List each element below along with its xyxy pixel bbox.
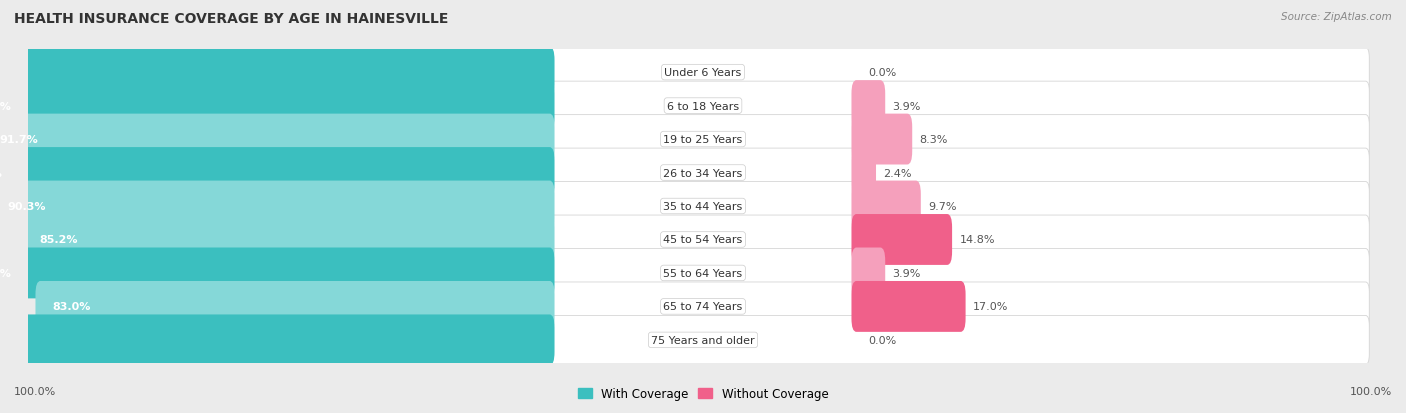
FancyBboxPatch shape — [37, 249, 1369, 298]
FancyBboxPatch shape — [852, 248, 886, 299]
Text: Source: ZipAtlas.com: Source: ZipAtlas.com — [1281, 12, 1392, 22]
Legend: With Coverage, Without Coverage: With Coverage, Without Coverage — [572, 382, 834, 405]
Text: 17.0%: 17.0% — [973, 301, 1008, 312]
Text: 14.8%: 14.8% — [959, 235, 995, 245]
Text: Under 6 Years: Under 6 Years — [665, 68, 741, 78]
FancyBboxPatch shape — [37, 49, 1369, 97]
Text: 83.0%: 83.0% — [52, 301, 91, 312]
Text: 65 to 74 Years: 65 to 74 Years — [664, 301, 742, 312]
Text: 96.1%: 96.1% — [0, 101, 11, 112]
FancyBboxPatch shape — [22, 214, 554, 265]
Text: 9.7%: 9.7% — [928, 202, 956, 211]
FancyBboxPatch shape — [852, 81, 886, 132]
Text: 19 to 25 Years: 19 to 25 Years — [664, 135, 742, 145]
FancyBboxPatch shape — [37, 115, 1369, 164]
Text: 85.2%: 85.2% — [39, 235, 77, 245]
Text: 100.0%: 100.0% — [1350, 387, 1392, 396]
Text: 75 Years and older: 75 Years and older — [651, 335, 755, 345]
Text: 45 to 54 Years: 45 to 54 Years — [664, 235, 742, 245]
Text: 0.0%: 0.0% — [869, 335, 897, 345]
Text: 90.3%: 90.3% — [8, 202, 46, 211]
Text: 2.4%: 2.4% — [883, 168, 912, 178]
Text: 91.7%: 91.7% — [0, 135, 38, 145]
FancyBboxPatch shape — [0, 114, 554, 165]
Text: 100.0%: 100.0% — [14, 387, 56, 396]
FancyBboxPatch shape — [0, 148, 554, 199]
FancyBboxPatch shape — [37, 182, 1369, 231]
Text: 26 to 34 Years: 26 to 34 Years — [664, 168, 742, 178]
Text: 97.6%: 97.6% — [0, 168, 1, 178]
FancyBboxPatch shape — [37, 216, 1369, 264]
Text: 55 to 64 Years: 55 to 64 Years — [664, 268, 742, 278]
Text: 3.9%: 3.9% — [893, 268, 921, 278]
FancyBboxPatch shape — [37, 149, 1369, 197]
FancyBboxPatch shape — [0, 47, 554, 98]
FancyBboxPatch shape — [37, 282, 1369, 331]
FancyBboxPatch shape — [852, 114, 912, 165]
FancyBboxPatch shape — [852, 281, 966, 332]
FancyBboxPatch shape — [0, 315, 554, 366]
Text: 6 to 18 Years: 6 to 18 Years — [666, 101, 740, 112]
FancyBboxPatch shape — [35, 281, 554, 332]
Text: 8.3%: 8.3% — [920, 135, 948, 145]
Text: HEALTH INSURANCE COVERAGE BY AGE IN HAINESVILLE: HEALTH INSURANCE COVERAGE BY AGE IN HAIN… — [14, 12, 449, 26]
FancyBboxPatch shape — [0, 81, 554, 132]
Text: 96.1%: 96.1% — [0, 268, 11, 278]
FancyBboxPatch shape — [0, 248, 554, 299]
FancyBboxPatch shape — [37, 82, 1369, 131]
FancyBboxPatch shape — [852, 181, 921, 232]
FancyBboxPatch shape — [37, 316, 1369, 364]
Text: 35 to 44 Years: 35 to 44 Years — [664, 202, 742, 211]
FancyBboxPatch shape — [852, 214, 952, 265]
FancyBboxPatch shape — [852, 148, 876, 199]
Text: 0.0%: 0.0% — [869, 68, 897, 78]
FancyBboxPatch shape — [0, 181, 554, 232]
Text: 3.9%: 3.9% — [893, 101, 921, 112]
